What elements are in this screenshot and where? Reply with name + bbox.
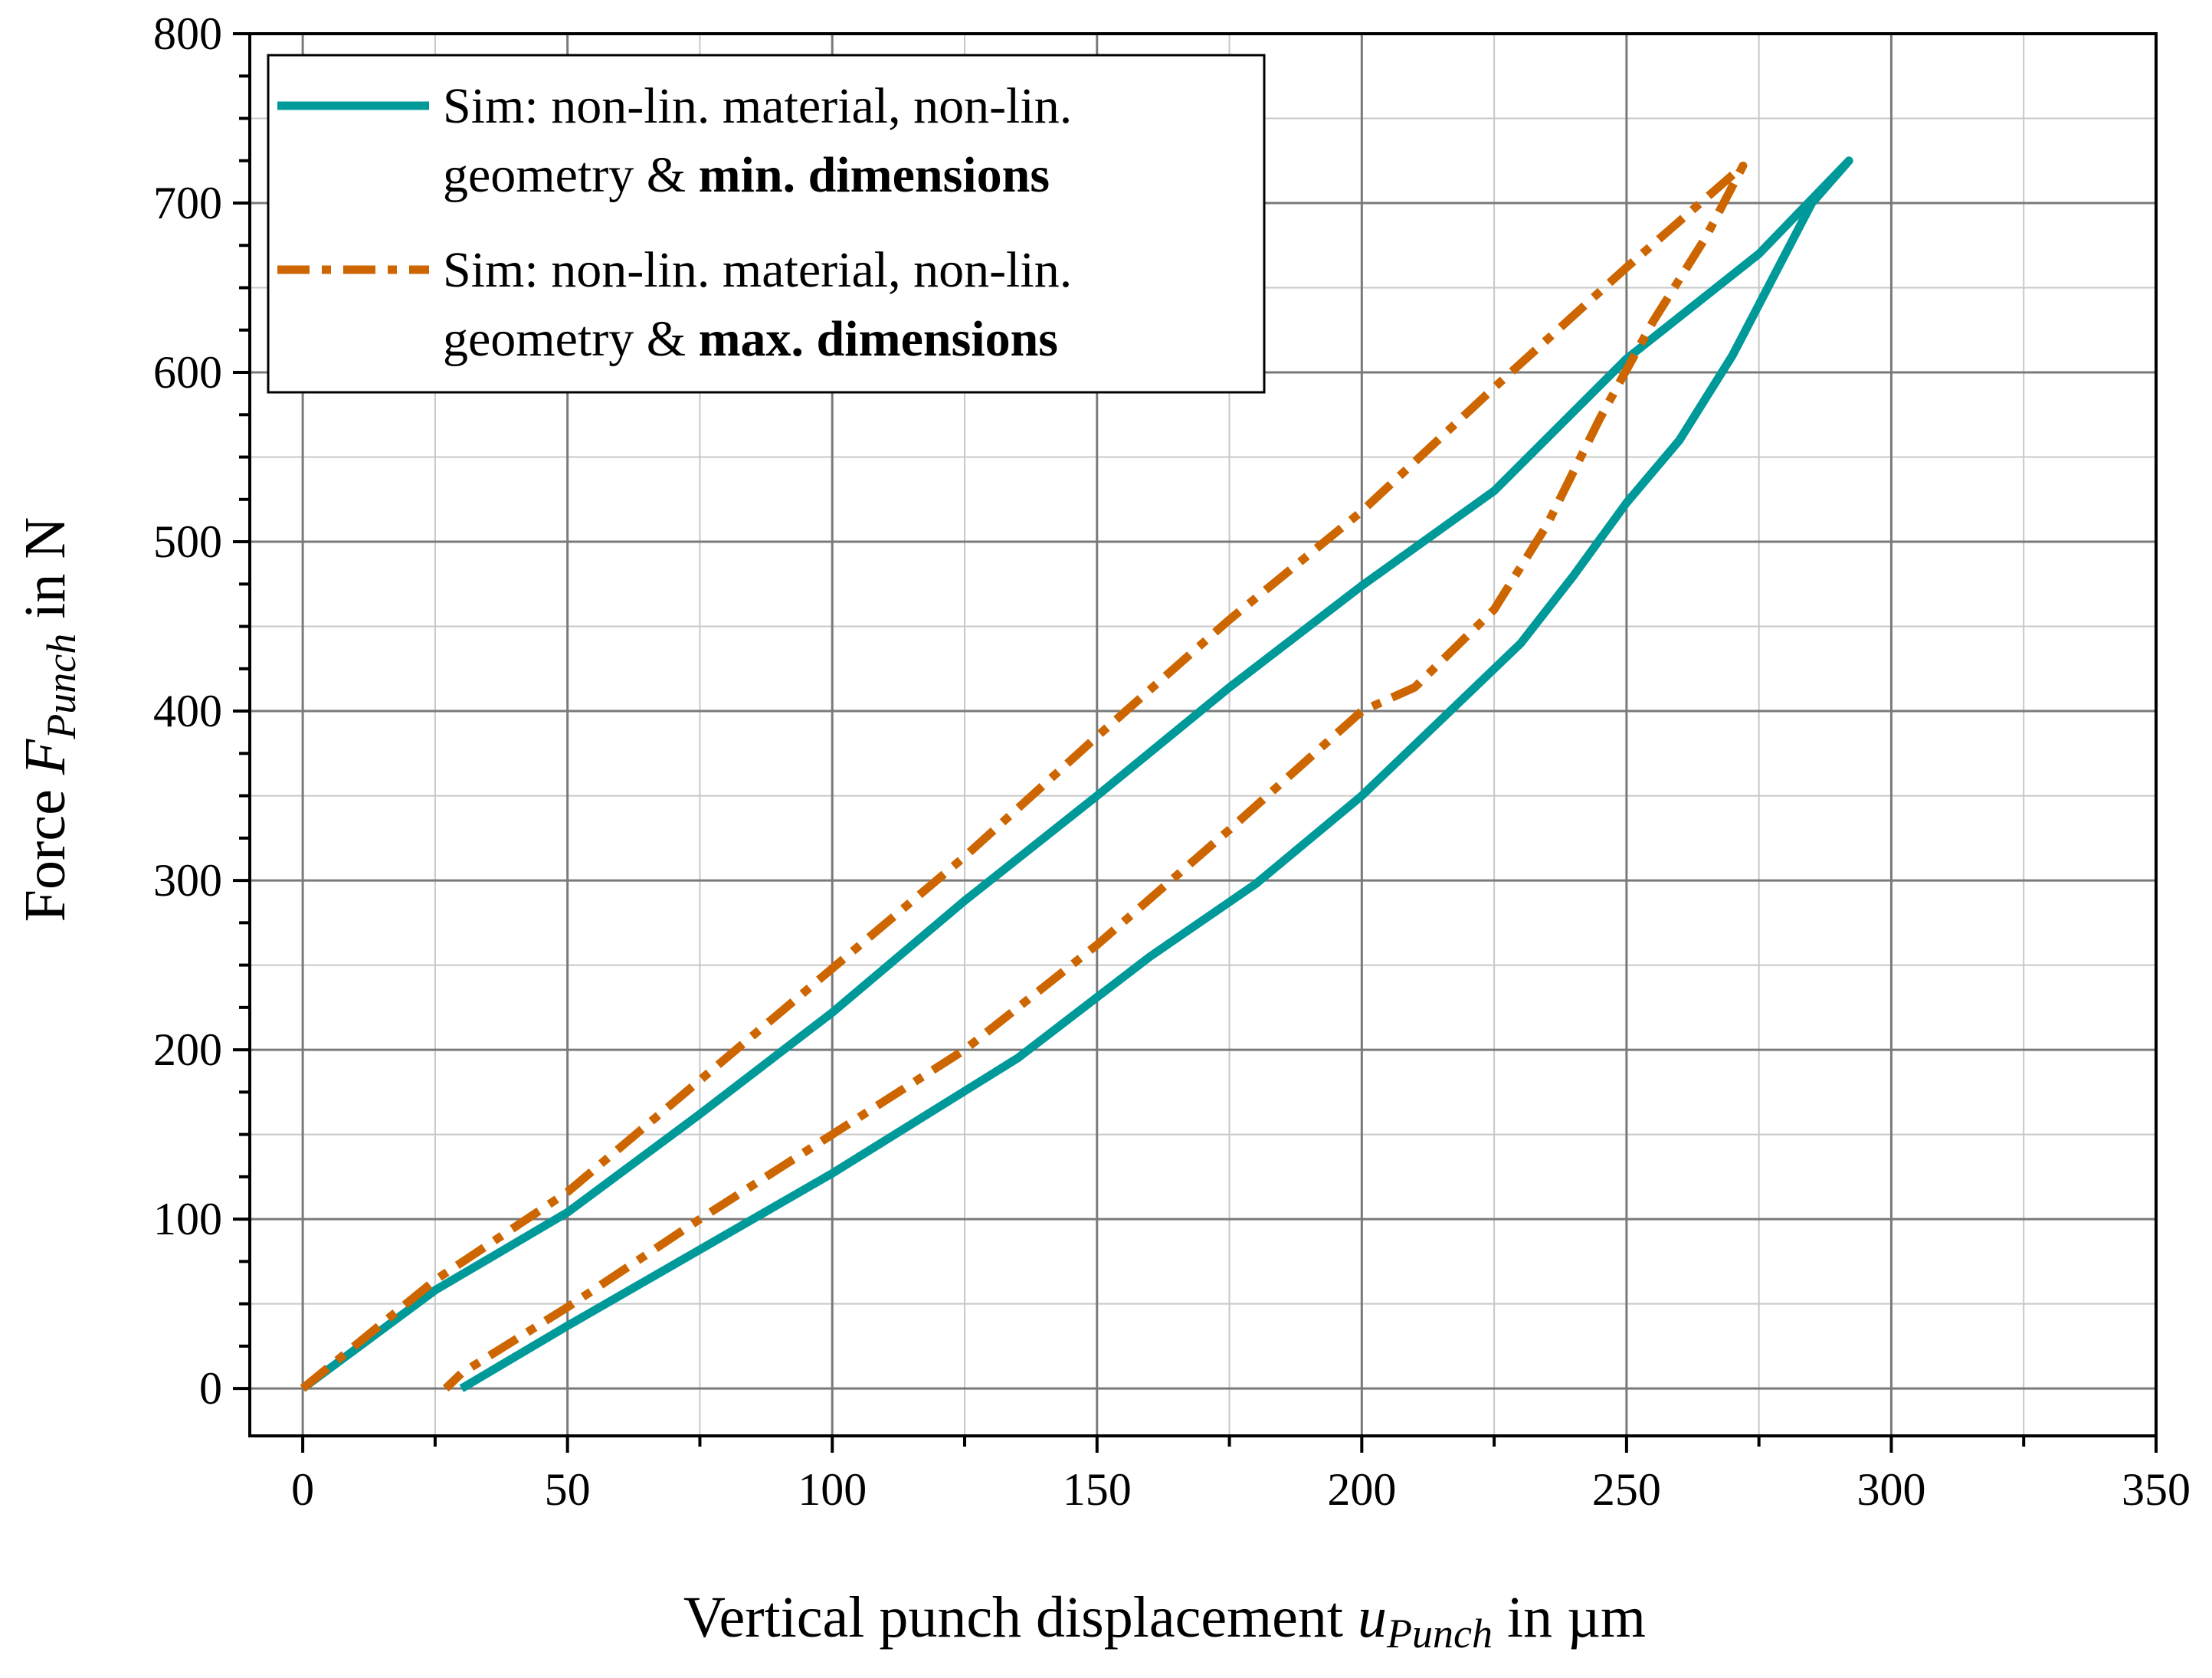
x-tick-label: 100 (798, 1464, 867, 1515)
legend-box (267, 54, 1266, 394)
y-axis-title-var: F (13, 738, 77, 775)
y-axis-title-prefix: Force (13, 775, 77, 922)
series-line-min (300, 156, 1853, 1392)
x-tick-label: 150 (1063, 1464, 1132, 1515)
legend-label-max-bold: max. dimensions (699, 311, 1058, 367)
legend: Sim: non-lin. material, non-lin. geometr… (267, 54, 1266, 394)
axis-ticks (233, 32, 2158, 1453)
x-axis-title-prefix: Vertical punch displacement (683, 1585, 1358, 1650)
tick-labels: 0 50 100 150 200 250 300 350 0 100 200 300 400 500 600… (153, 8, 2191, 1515)
x-axis-title-var: u (1358, 1585, 1387, 1650)
y-tick-label: 400 (153, 686, 222, 736)
y-tick-label: 800 (153, 8, 222, 59)
y-axis-title-suffix: in N (13, 517, 77, 634)
y-tick-label: 0 (199, 1363, 222, 1414)
legend-label-max-line1: Sim: non-lin. material, non-lin. (443, 242, 1072, 298)
legend-label-max-plain: geometry & (443, 311, 699, 367)
y-tick-label: 300 (153, 855, 222, 906)
y-tick-label: 700 (153, 178, 222, 228)
plot-frame (248, 32, 2158, 1437)
x-axis-title: Vertical punch displacement uPunch in µm (683, 1585, 1646, 1657)
y-tick-label: 600 (153, 347, 222, 398)
x-tick-label: 50 (545, 1464, 591, 1515)
y-tick-label: 500 (153, 516, 222, 567)
series-line-max (300, 161, 1748, 1392)
legend-label-max-line2: geometry & max. dimensions (443, 311, 1058, 367)
y-tick-label: 100 (153, 1194, 222, 1244)
x-axis-title-suffix: in µm (1493, 1585, 1646, 1650)
x-tick-label: 350 (2122, 1464, 2191, 1515)
legend-label-min-line1: Sim: non-lin. material, non-lin. (443, 78, 1072, 134)
x-tick-label: 200 (1327, 1464, 1396, 1515)
x-axis-title-sub: Punch (1386, 1611, 1493, 1657)
legend-label-min-bold: min. dimensions (699, 147, 1050, 203)
y-axis-title-sub: Punch (38, 634, 84, 740)
x-tick-label: 300 (1856, 1464, 1925, 1515)
y-axis-title: Force FPunch in N (13, 517, 84, 922)
legend-label-min-plain: geometry & (443, 147, 699, 203)
series-group (300, 156, 1853, 1392)
x-tick-label: 250 (1592, 1464, 1661, 1515)
y-tick-label: 200 (153, 1024, 222, 1075)
x-tick-label: 0 (291, 1464, 314, 1515)
legend-label-min-line2: geometry & min. dimensions (443, 147, 1050, 203)
